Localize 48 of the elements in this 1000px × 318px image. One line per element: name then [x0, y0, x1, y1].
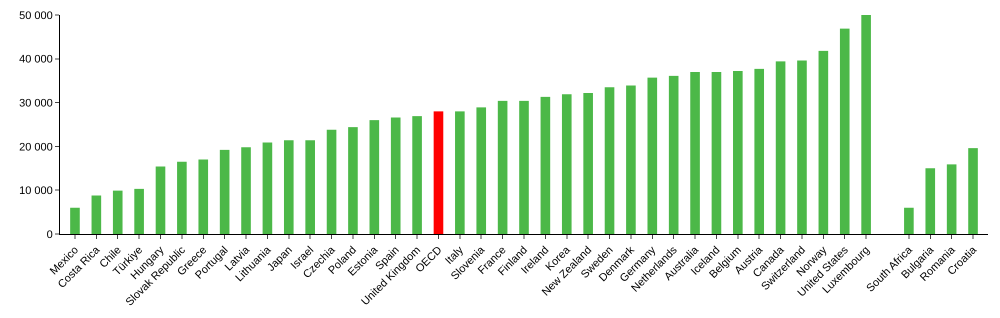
bar	[112, 190, 123, 234]
bar	[241, 147, 251, 234]
bar	[968, 148, 978, 234]
bar	[583, 92, 593, 234]
y-tick-label: 20 000	[19, 141, 53, 154]
bar	[348, 127, 358, 234]
bar	[70, 208, 80, 234]
y-tick-label: 0	[46, 228, 53, 241]
y-tick-label: 40 000	[19, 54, 53, 66]
bar	[562, 94, 572, 234]
bar	[262, 142, 272, 234]
bar	[626, 86, 636, 234]
bar	[540, 96, 550, 234]
bar	[305, 140, 315, 234]
bar	[946, 164, 956, 234]
bar	[690, 72, 700, 234]
bar	[412, 116, 422, 234]
bar	[156, 166, 166, 234]
bar	[498, 100, 508, 234]
bar	[925, 168, 936, 234]
bar	[647, 78, 658, 234]
bar	[134, 188, 144, 234]
bar	[604, 87, 614, 234]
y-tick-label: 50 000	[19, 10, 53, 22]
bar	[712, 72, 722, 234]
bar	[390, 117, 401, 234]
bar	[177, 162, 187, 234]
bar	[776, 61, 786, 234]
bar	[370, 120, 380, 234]
bar	[904, 208, 914, 234]
bar	[818, 50, 828, 234]
bar	[861, 15, 871, 234]
bar	[476, 107, 486, 234]
bar	[326, 130, 336, 234]
bar	[733, 71, 743, 234]
bar	[455, 111, 465, 234]
y-tick-label: 10 000	[19, 185, 53, 198]
bar	[92, 195, 102, 234]
bar	[220, 150, 230, 234]
bar	[754, 68, 764, 234]
bar	[284, 140, 294, 234]
bar	[797, 60, 807, 234]
bar	[198, 160, 208, 234]
bar	[668, 76, 678, 234]
y-tick-label: 30 000	[19, 97, 53, 110]
bar	[519, 100, 529, 234]
bar	[434, 111, 444, 234]
bar	[840, 28, 850, 234]
